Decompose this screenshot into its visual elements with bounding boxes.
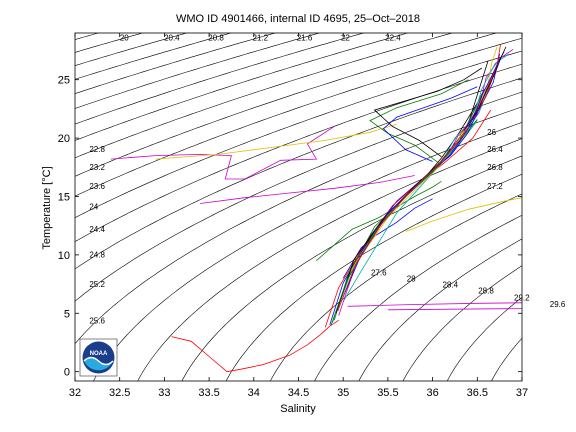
isopycnal-line <box>75 33 321 109</box>
isopycnal-line <box>75 63 522 242</box>
isopycnal-line <box>75 33 409 141</box>
isopycnal-line <box>93 122 522 381</box>
isopycnal-label: 23.6 <box>89 182 105 191</box>
isopycnal-label: 23.2 <box>89 163 105 172</box>
x-tick-label: 35 <box>337 387 349 399</box>
isopycnal-label: 22.4 <box>385 34 401 43</box>
isopycnal-line <box>137 138 522 381</box>
y-tick-label: 5 <box>64 308 70 320</box>
isopycnal-label: 24 <box>89 203 98 212</box>
isopycnal-label: 22 <box>341 34 350 43</box>
isopycnal-line <box>181 155 522 381</box>
isopycnal-label: 21.6 <box>297 34 313 43</box>
y-tick-label: 20 <box>58 133 70 145</box>
isopycnal-label: 25.6 <box>89 316 105 325</box>
ts-profile-line <box>337 65 498 312</box>
ts-profile-line <box>200 175 415 204</box>
isopycnal-line <box>75 106 522 345</box>
y-axis-label: Temperature [°C] <box>41 166 53 249</box>
ts-profile-line <box>171 319 339 373</box>
isopycnal-line <box>75 33 365 125</box>
isopycnal-line <box>314 214 522 381</box>
x-tick-label: 34.5 <box>288 387 309 399</box>
ts-profile-line <box>329 91 487 326</box>
x-tick-label: 35.5 <box>377 387 398 399</box>
isopycnal-line <box>358 238 522 381</box>
isopycnal-label: 26.4 <box>487 145 503 154</box>
ts-profile-line <box>347 302 522 307</box>
isopycnal-line <box>75 50 522 219</box>
ts-profile-line <box>324 109 492 328</box>
isopycnal-label: 28 <box>407 274 416 283</box>
x-tick-label: 32 <box>69 387 81 399</box>
noaa-logo: NOAA <box>79 338 118 377</box>
x-tick-label: 34 <box>248 387 260 399</box>
ts-profile-line <box>373 67 483 158</box>
isopycnal-line <box>75 33 498 177</box>
ts-profile-line <box>382 86 478 162</box>
isopycnal-label: 20 <box>120 34 129 43</box>
x-tick-label: 33 <box>158 387 170 399</box>
isopycnal-label: 24.8 <box>89 251 105 260</box>
y-tick-label: 10 <box>58 250 70 262</box>
x-tick-label: 36 <box>426 387 438 399</box>
isopycnal-line <box>75 33 144 53</box>
y-tick-label: 0 <box>64 367 70 379</box>
isopycnal-line <box>75 33 232 80</box>
isopycnal-line <box>225 173 522 381</box>
isopycnal-label: 21.2 <box>253 34 269 43</box>
isopycnal-label: 28.4 <box>442 280 458 289</box>
y-tick-label: 15 <box>58 191 70 203</box>
x-tick-label: 32.5 <box>109 387 130 399</box>
ts-profile-line <box>468 46 507 127</box>
ts-profile-line <box>369 79 469 165</box>
noaa-wave-shape <box>84 357 113 371</box>
x-tick-label: 33.5 <box>198 387 219 399</box>
x-tick-label: 36.5 <box>467 387 488 399</box>
x-tick-label: 37 <box>516 387 528 399</box>
isopycnal-label: 29.6 <box>550 300 566 309</box>
isopycnal-label: 27.6 <box>371 269 387 278</box>
tick-layer: 32 32.5 33 33.5 34 34.5 35 35.5 36 36.5 37 0 5 10 15 20… <box>58 33 528 399</box>
isopycnal-line <box>446 296 522 381</box>
ts-profile-line <box>387 308 522 311</box>
isopycnal-label: 25.2 <box>89 280 105 289</box>
series-layer <box>110 44 522 373</box>
ts-profile-line <box>342 198 433 279</box>
isopycnal-label: 20.8 <box>208 34 224 43</box>
isopycnal-line <box>75 33 277 94</box>
isopycnal-label: 24.4 <box>89 225 105 234</box>
isopycnal-label: 26.8 <box>487 163 503 172</box>
noaa-logo-text: NOAA <box>90 351 108 357</box>
isopycnal-line <box>75 37 522 197</box>
isopycnal-label: 26 <box>487 128 496 137</box>
isopycnal-label: 28.8 <box>478 287 494 296</box>
isopycnal-line <box>75 33 454 159</box>
y-tick-label: 25 <box>58 75 70 87</box>
isopycnal-label: 27.2 <box>487 182 503 191</box>
ts-profile-line <box>463 51 505 132</box>
ts-profile-line <box>110 126 335 180</box>
x-axis-label: Salinity <box>280 403 316 415</box>
isopycnal-line <box>75 33 188 66</box>
ts-profile-line <box>454 46 498 144</box>
ts-profile-line <box>405 197 522 232</box>
isopycnal-line <box>75 91 522 302</box>
isopycnal-line <box>75 77 522 270</box>
isopycnal-line <box>402 265 522 381</box>
isopycnal-line <box>270 193 522 381</box>
isopycnal-label: 22.8 <box>89 145 105 154</box>
chart-title: WMO ID 4901466, internal ID 4695, 25–Oct… <box>176 13 420 25</box>
isopycnal-label: 20.4 <box>164 34 180 43</box>
ts-profile-line <box>155 123 397 160</box>
